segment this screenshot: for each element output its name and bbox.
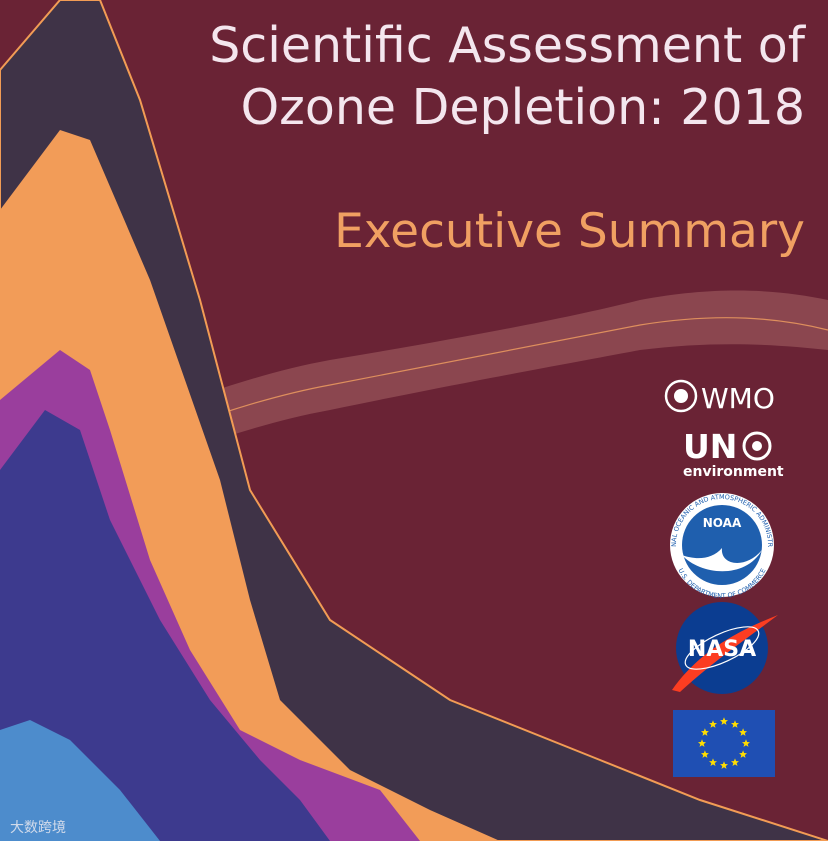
- watermark: 大数跨境: [10, 820, 66, 836]
- eu-star: [701, 750, 709, 758]
- eu-star: [709, 758, 717, 766]
- wmo-emblem: [674, 389, 688, 403]
- wmo-emblem: [664, 379, 698, 413]
- un-environment: environment: [683, 464, 784, 480]
- eu-star: [739, 750, 747, 758]
- wmo-logo: WMO: [701, 382, 775, 415]
- un-emblem: [742, 431, 772, 461]
- eu-star: [739, 728, 747, 736]
- noaa-bird: [682, 548, 762, 572]
- noaa-logo: NOAA: [703, 516, 742, 530]
- title-line: Ozone Depletion: 2018: [241, 79, 805, 136]
- un-logo: UN: [683, 427, 737, 466]
- eu-star: [720, 717, 728, 725]
- layer-lightblue: [0, 720, 160, 841]
- un-emblem: [752, 441, 762, 451]
- eu-star: [698, 739, 706, 747]
- nasa-orbit: [684, 626, 760, 670]
- nasa-vector: [672, 615, 778, 692]
- eu-stars: [698, 717, 750, 769]
- eu-star: [742, 739, 750, 747]
- title-line: Scientific Assessment of: [209, 17, 807, 74]
- layer-blue: [0, 410, 330, 841]
- eu-star: [701, 728, 709, 736]
- eu-star: [731, 758, 739, 766]
- nasa-logo: NASA: [688, 637, 756, 662]
- eu-star: [709, 720, 717, 728]
- eu-star: [720, 761, 728, 769]
- subtitle: Executive Summary: [334, 204, 805, 259]
- eu-star: [731, 720, 739, 728]
- ozone-band: [0, 290, 828, 505]
